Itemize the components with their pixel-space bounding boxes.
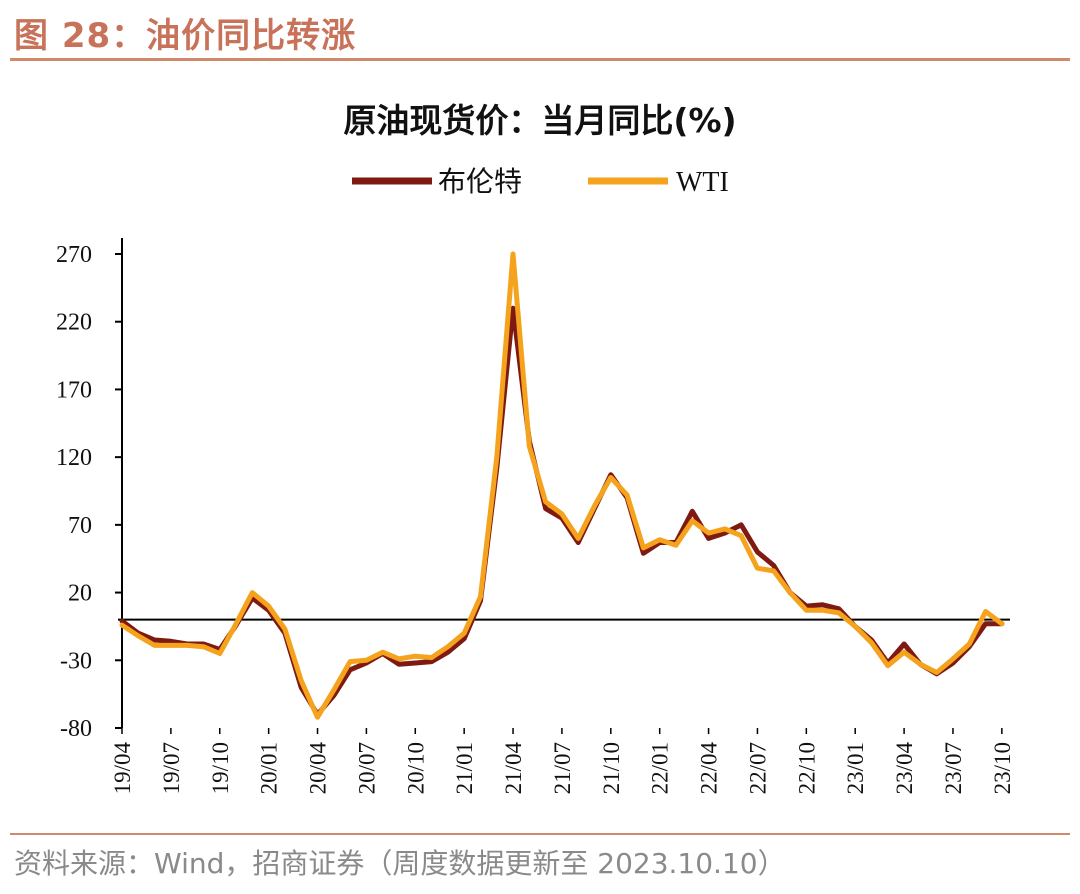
y-tick-label: -30 xyxy=(60,648,92,674)
chart-title: 原油现货价：当月同比(%) xyxy=(343,101,736,140)
x-tick-label: 23/01 xyxy=(843,742,868,794)
y-tick-label: 20 xyxy=(68,581,92,607)
x-tick-label: 22/10 xyxy=(794,742,819,794)
legend-label-brent: 布伦特 xyxy=(438,165,522,198)
x-tick-label: 20/07 xyxy=(354,742,379,794)
line-chart: 原油现货价：当月同比(%) 布伦特 WTI -80 -30 20 70 120 170 22… xyxy=(56,101,1015,794)
x-tick-label: 21/04 xyxy=(501,742,526,795)
y-tick-label: 70 xyxy=(68,513,92,539)
x-tick-label: 22/04 xyxy=(697,742,722,795)
y-tick-label: 170 xyxy=(56,377,92,403)
x-tick-label: 20/04 xyxy=(306,742,331,795)
legend-label-wti: WTI xyxy=(676,167,729,198)
x-tick-label: 22/07 xyxy=(745,742,770,794)
x-tick-label: 19/07 xyxy=(159,742,184,794)
legend: 布伦特 WTI xyxy=(352,165,729,198)
source-note: 资料来源：Wind，招商证券（周度数据更新至 2023.10.10） xyxy=(14,847,786,880)
x-tick-label: 20/01 xyxy=(257,742,282,794)
y-tick-label: 220 xyxy=(56,310,92,336)
y-tick-label: -80 xyxy=(60,716,92,742)
series-line-wti xyxy=(119,251,1005,720)
source-divider xyxy=(10,833,1070,835)
title-divider xyxy=(10,58,1070,61)
y-tick-label: 270 xyxy=(56,242,92,268)
y-axis: -80 -30 20 70 120 170 220 270 xyxy=(56,242,122,742)
x-tick-label: 20/10 xyxy=(403,742,428,794)
x-tick-label: 23/04 xyxy=(892,742,917,795)
x-tick-label: 22/01 xyxy=(648,742,673,794)
y-tick-label: 120 xyxy=(56,445,92,471)
x-axis: 19/04 19/07 19/10 20/01 20/04 20/07 20/10 21/01… xyxy=(110,728,1015,794)
series-layer xyxy=(119,251,1005,720)
x-tick-label: 19/10 xyxy=(208,742,233,794)
x-tick-label: 21/07 xyxy=(550,742,575,794)
x-tick-label: 21/10 xyxy=(599,742,624,794)
x-tick-label: 23/07 xyxy=(941,742,966,794)
x-tick-label: 23/10 xyxy=(990,742,1015,794)
figure-title: 图 28：油价同比转涨 xyxy=(14,16,357,56)
x-tick-label: 19/04 xyxy=(110,742,135,795)
x-tick-label: 21/01 xyxy=(452,742,477,794)
